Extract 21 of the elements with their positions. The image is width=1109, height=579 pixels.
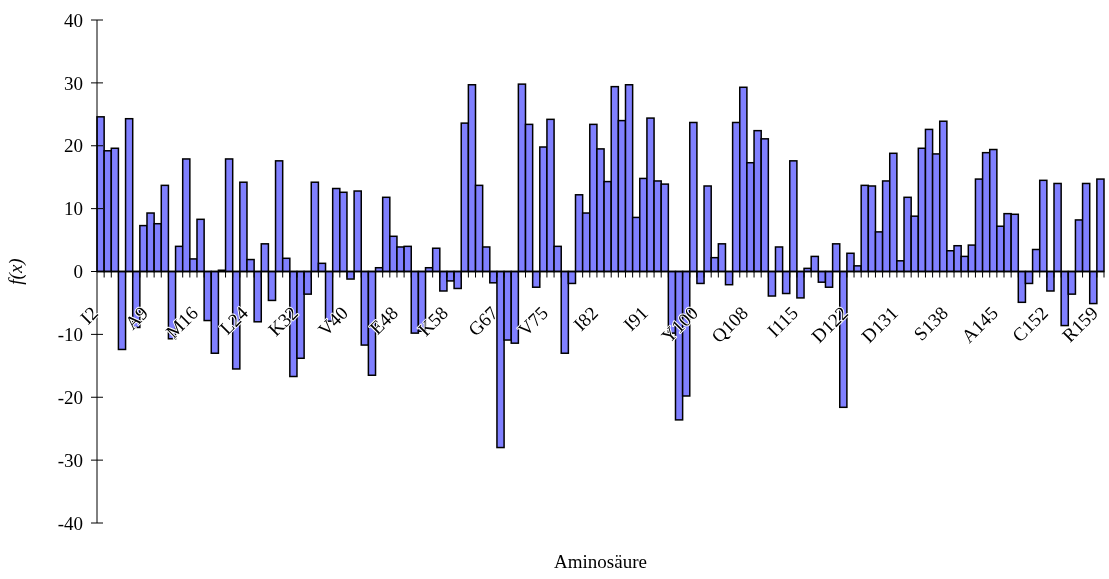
x-tick-label: V75 [514,302,553,341]
x-axis-title: Aminosäure [554,551,647,572]
x-tick-label: I82 [569,302,603,335]
x-tick-label: G67 [464,302,503,341]
y-tick-label: 20 [64,135,83,157]
y-tick-label: -30 [57,449,83,471]
x-tick-label: A9 [120,302,153,334]
y-tick-label: 0 [73,261,83,283]
x-tick-label: I115 [763,302,802,342]
y-tick-label: 30 [64,72,83,94]
y-axis-title: f(x) [5,258,27,285]
y-tick-label: 40 [64,9,83,31]
x-tick-label: K58 [414,302,453,341]
x-tick-label: K32 [264,302,303,341]
y-tick-label: -40 [57,512,83,534]
x-tick-label: I91 [619,302,653,335]
x-tick-label: E48 [365,302,403,339]
x-tick-label: V40 [314,302,353,341]
y-tick-label: 10 [64,198,83,220]
y-tick-label: -20 [57,386,83,408]
x-tick-label: L24 [215,301,253,339]
